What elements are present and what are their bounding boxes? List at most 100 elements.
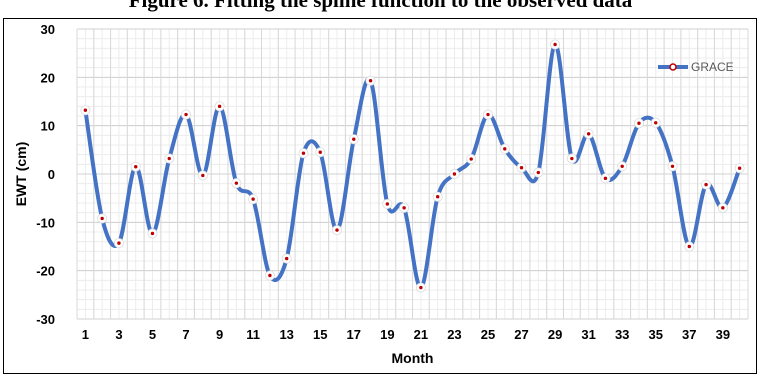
x-tick-label: 3 (115, 327, 122, 342)
data-point-marker (670, 164, 675, 168)
chart-frame: -30 -20 -10 0 10 20 30 1 3 5 7 9 11 13 15 17 19 21 23 25 27… (3, 18, 757, 374)
x-tick-label: 27 (514, 327, 528, 342)
y-tick-label: 10 (41, 119, 55, 134)
x-tick-label: 37 (682, 327, 696, 342)
legend: GRACE (658, 60, 734, 74)
data-point-marker (100, 216, 104, 221)
data-point (332, 225, 343, 236)
data-point-marker (419, 285, 423, 290)
data-point (600, 173, 611, 184)
data-point (298, 148, 309, 159)
data-point (466, 154, 477, 165)
x-tick-label: 33 (615, 327, 629, 342)
data-point-marker (251, 197, 255, 201)
data-point (650, 117, 661, 128)
data-point (667, 161, 678, 172)
data-point (80, 105, 91, 116)
data-point-marker (570, 156, 574, 161)
data-point (566, 153, 577, 164)
x-tick-label: 17 (347, 327, 361, 342)
data-point (365, 75, 376, 86)
data-point-marker (167, 156, 171, 161)
data-point-marker (83, 108, 88, 112)
x-tick-label: 31 (581, 327, 595, 342)
y-tick-label: -20 (36, 264, 55, 279)
data-point (499, 143, 510, 154)
x-tick-label: 11 (246, 327, 260, 342)
x-tick-label: 35 (649, 327, 663, 342)
data-point (717, 202, 728, 213)
data-point-marker (318, 150, 322, 154)
legend-entry-grace: GRACE (691, 60, 734, 74)
x-tick-label: 1 (82, 327, 89, 342)
x-tick-label: 15 (313, 327, 327, 342)
data-point-marker (452, 172, 457, 176)
data-point-marker (654, 121, 658, 125)
data-point-marker (352, 137, 356, 141)
data-point-marker (637, 121, 641, 125)
data-point (449, 168, 460, 179)
y-tick-label: 0 (48, 167, 55, 182)
data-point-marker (284, 256, 289, 261)
data-point-marker (234, 181, 239, 185)
data-point-marker (721, 206, 725, 210)
data-point (399, 202, 410, 213)
x-tick-label: 9 (216, 327, 223, 342)
data-point (482, 109, 493, 120)
x-tick-label: 21 (414, 327, 428, 342)
data-point (432, 191, 443, 202)
data-point (130, 161, 141, 172)
data-point (516, 162, 527, 173)
data-point-marker (150, 231, 155, 236)
data-point (550, 39, 561, 50)
data-point (197, 170, 208, 181)
y-tick-label: 30 (41, 22, 55, 37)
data-point (181, 109, 192, 120)
data-point-marker (704, 182, 708, 187)
x-axis-title: Month (392, 350, 434, 366)
data-point (281, 253, 292, 264)
data-point (382, 198, 393, 209)
data-point (164, 153, 175, 164)
data-point-marker (368, 79, 373, 83)
data-point (348, 134, 359, 145)
y-tick-label: -30 (36, 312, 55, 327)
x-tick-label: 25 (481, 327, 495, 342)
data-point-marker (435, 195, 440, 199)
data-point (147, 228, 158, 239)
data-point-marker (134, 165, 138, 169)
data-point (734, 163, 745, 174)
x-tick-label: 5 (149, 327, 156, 342)
data-point-marker (201, 173, 205, 178)
data-point (701, 179, 712, 190)
data-point (533, 167, 544, 178)
y-axis-ticks: -30 -20 -10 0 10 20 30 (36, 22, 55, 327)
data-point (264, 270, 275, 281)
data-point (315, 147, 326, 158)
data-point-marker (503, 147, 507, 151)
x-tick-label: 13 (279, 327, 293, 342)
data-point (248, 194, 259, 205)
data-point-marker (687, 244, 691, 249)
data-point (113, 238, 124, 249)
data-point-marker (268, 273, 272, 278)
data-point-marker (603, 176, 608, 181)
x-tick-label: 7 (182, 327, 189, 342)
data-point-marker (301, 151, 306, 155)
major-gridlines (76, 28, 749, 320)
data-point-marker (586, 132, 591, 136)
data-point (633, 118, 644, 129)
data-point-marker (117, 241, 121, 245)
data-point-marker (217, 104, 222, 109)
data-point-marker (737, 166, 742, 170)
x-tick-label: 29 (548, 327, 562, 342)
data-point-marker (335, 228, 339, 232)
figure-title: Figure 6. Fitting the spline function to… (128, 0, 633, 12)
data-point-marker (184, 112, 188, 117)
x-tick-label: 23 (447, 327, 461, 342)
data-point (684, 241, 695, 252)
y-axis-title: EWT (cm) (13, 142, 29, 207)
data-point-marker (620, 164, 624, 168)
data-point-marker (553, 42, 557, 47)
